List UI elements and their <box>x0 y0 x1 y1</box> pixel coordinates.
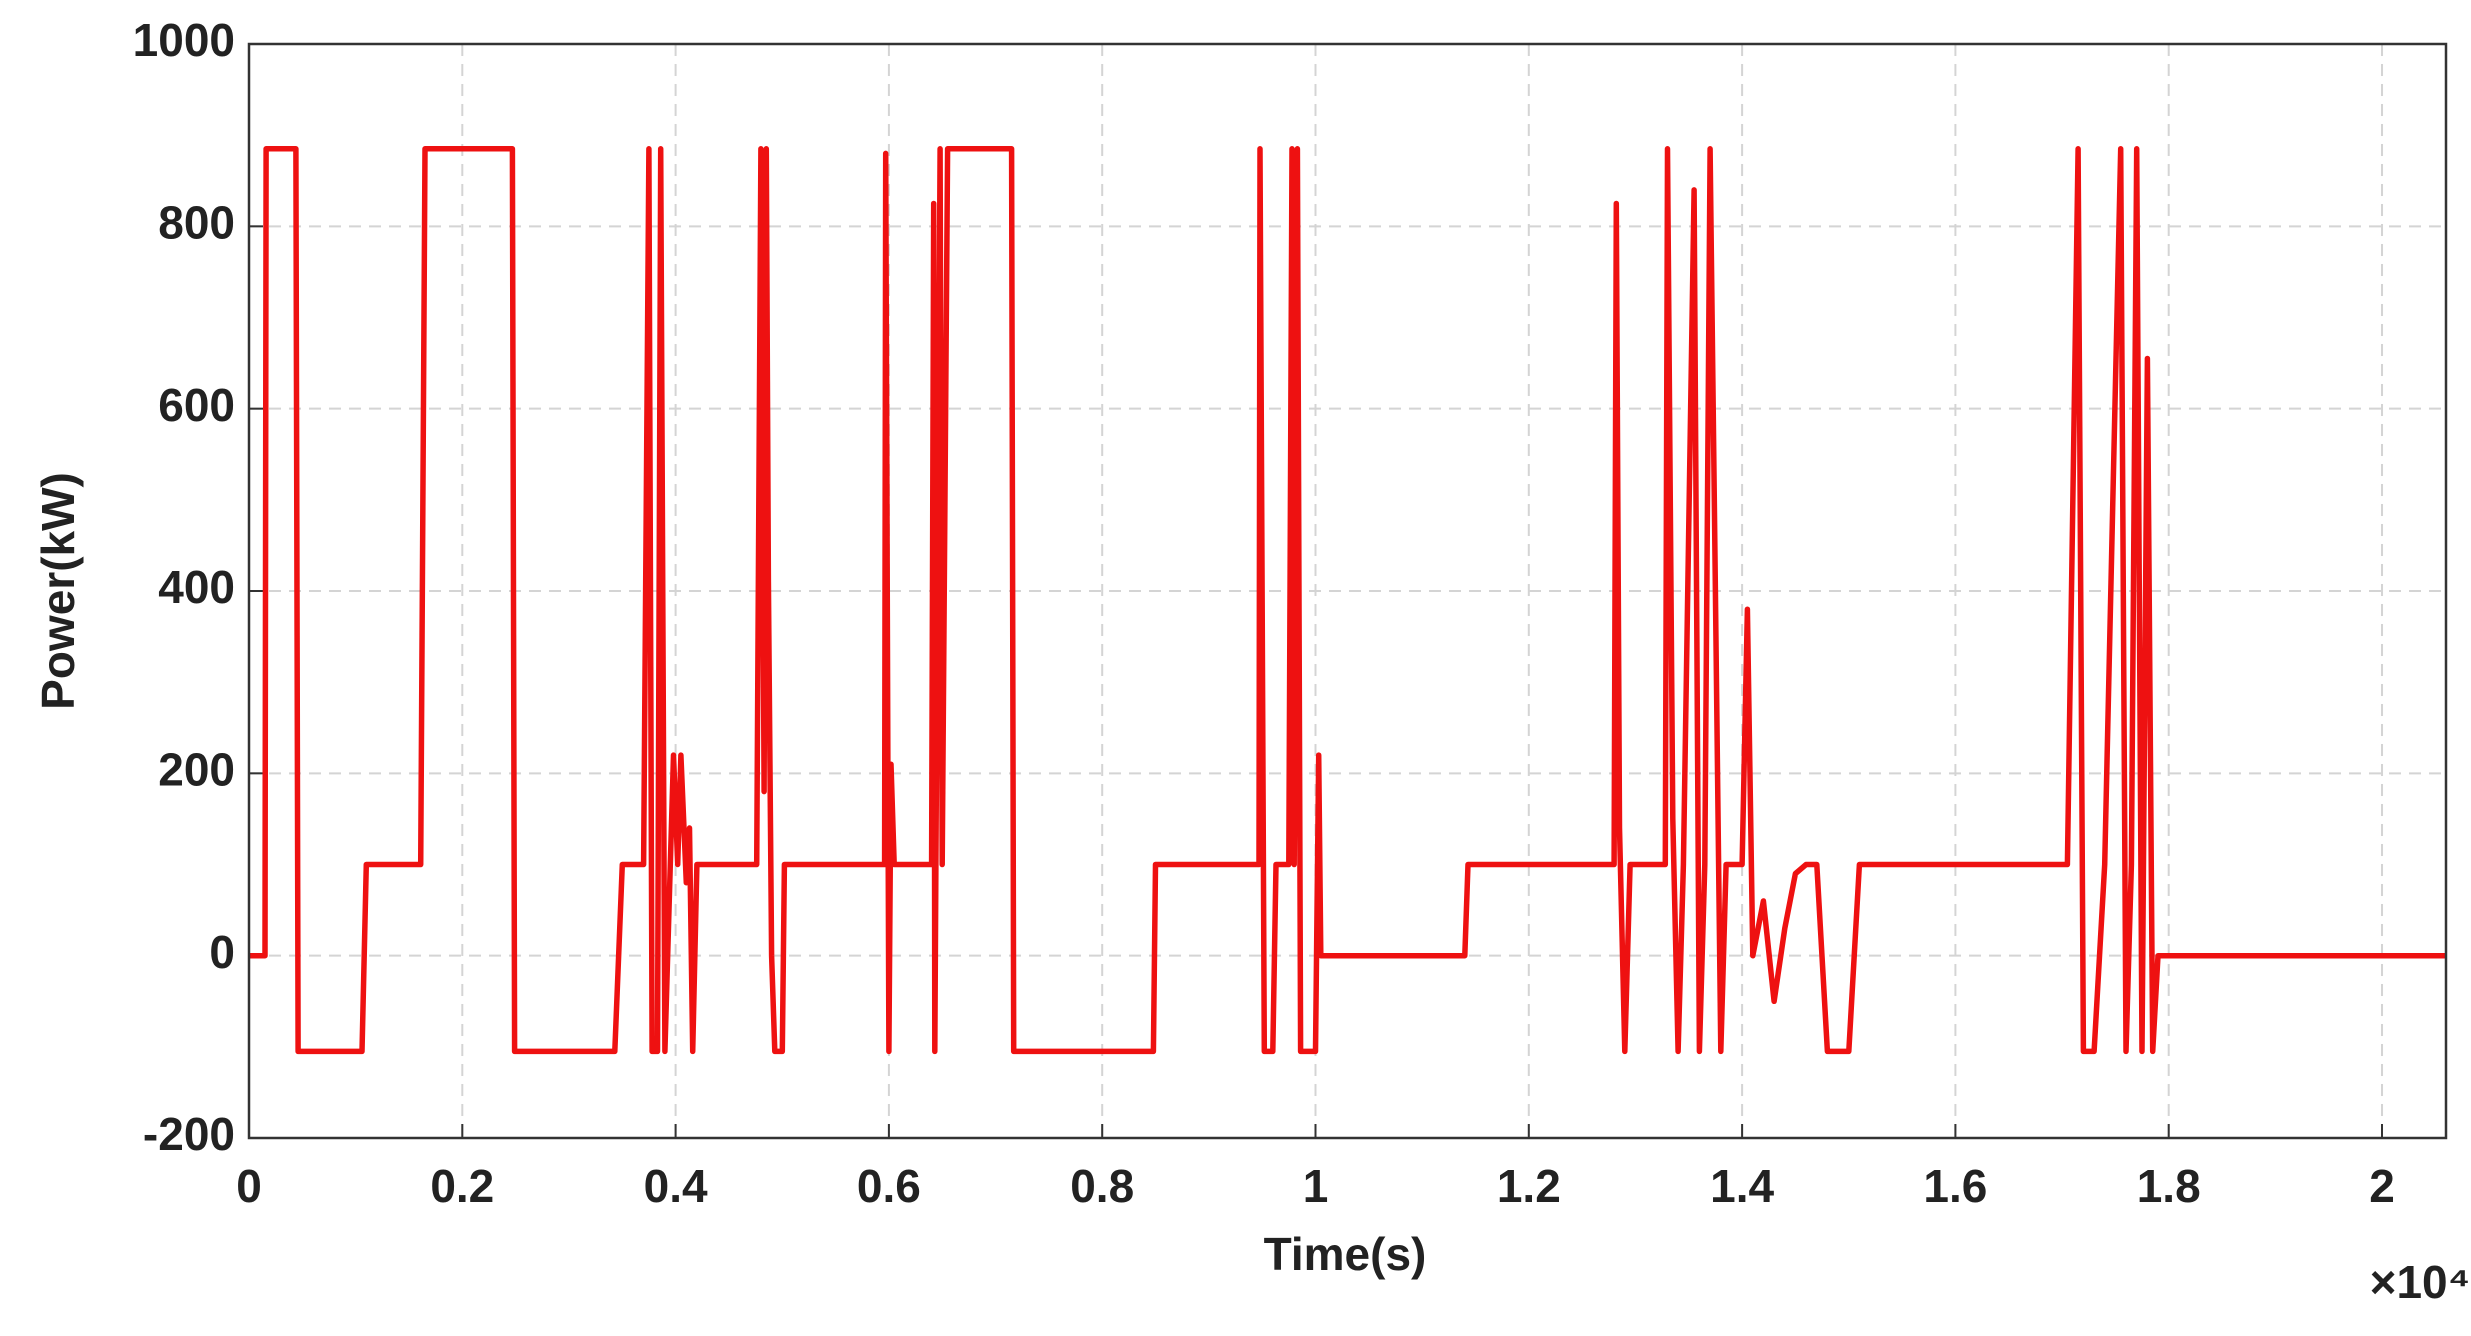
y-tick-label: -200 <box>143 1108 235 1160</box>
x-tick-label: 0.4 <box>644 1160 708 1212</box>
x-tick-label: 0.6 <box>857 1160 921 1212</box>
x-tick-label: 0.2 <box>430 1160 494 1212</box>
x-tick-label: 0.8 <box>1070 1160 1134 1212</box>
x-tick-label: 1 <box>1303 1160 1329 1212</box>
y-tick-label: 800 <box>158 196 235 248</box>
x-scale-label: ×10⁴ <box>2370 1256 2471 1308</box>
y-axis-label: Power(kW) <box>32 472 84 710</box>
x-tick-label: 2 <box>2369 1160 2395 1212</box>
y-tick-label: 1000 <box>133 14 235 66</box>
plot-frame <box>247 42 2448 1140</box>
y-tick-label: 200 <box>158 743 235 795</box>
x-tick-label: 1.2 <box>1497 1160 1561 1212</box>
x-tick-label: 1.4 <box>1710 1160 1774 1212</box>
x-axis-label: Time(s) <box>1264 1228 1427 1280</box>
y-tick-label: 400 <box>158 561 235 613</box>
x-tick-label: 0 <box>236 1160 262 1212</box>
y-tick-label: 600 <box>158 379 235 431</box>
y-tick-label: 0 <box>209 926 235 978</box>
x-tick-label: 1.8 <box>2137 1160 2201 1212</box>
x-tick-label: 1.6 <box>1923 1160 1987 1212</box>
power-line <box>249 146 2446 1055</box>
